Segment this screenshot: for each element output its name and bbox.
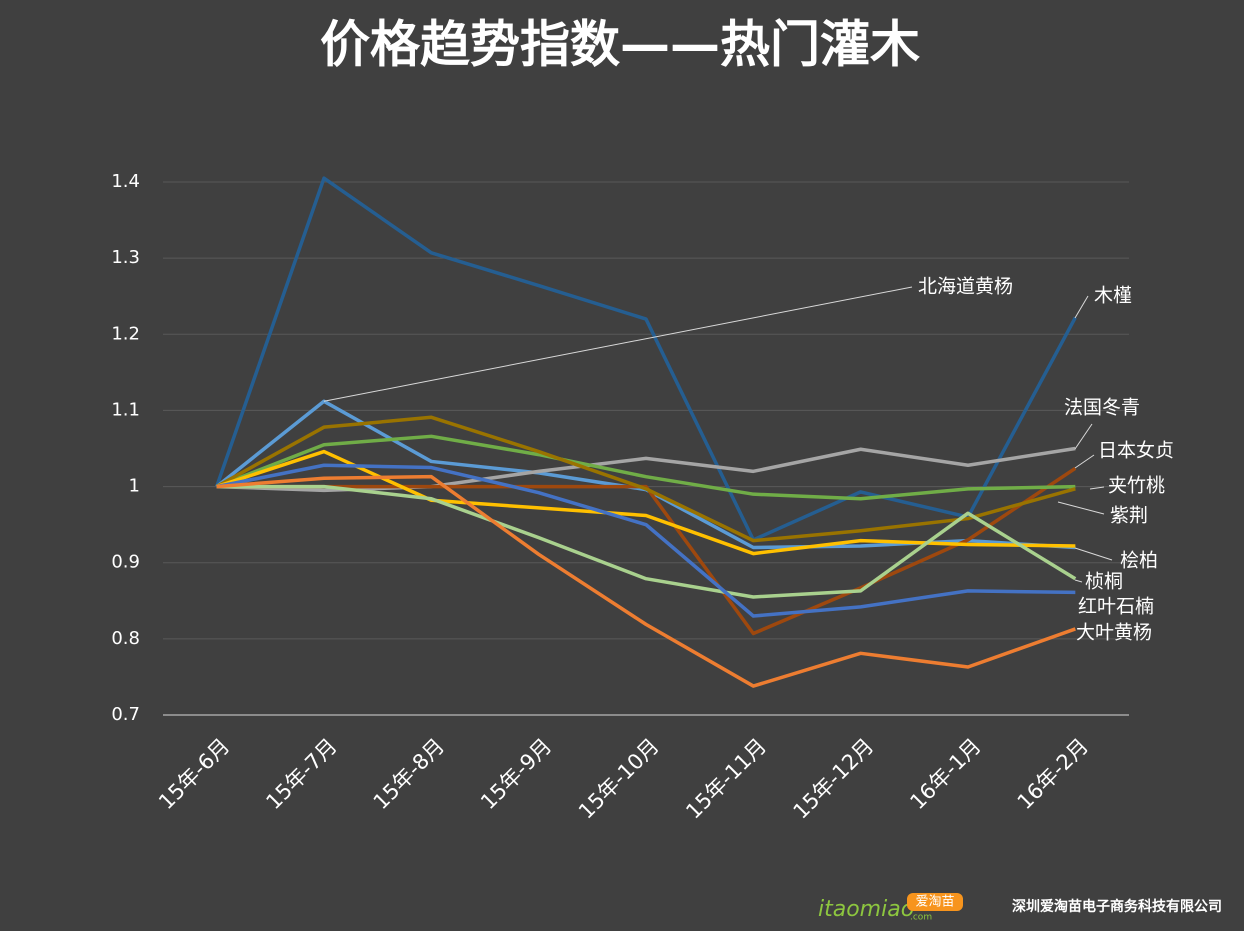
badge-bg (907, 893, 963, 911)
series-line (216, 463, 1076, 618)
series-line (215, 176, 1077, 542)
leader-line (1074, 454, 1095, 469)
series-label: 日本女贞 (1098, 440, 1174, 462)
y-tick-label: 1 (129, 476, 140, 497)
series-label: 紫荆 (1110, 505, 1148, 527)
leader-line (1057, 501, 1105, 515)
series-label: 夹竹桃 (1108, 475, 1165, 497)
y-tick-label: 1.4 (111, 171, 140, 192)
y-tick-label: 0.7 (111, 704, 140, 725)
y-tick-label: 1.1 (111, 399, 140, 420)
series-line (215, 415, 1076, 543)
series-line (216, 466, 1077, 636)
chart-title: 价格趋势指数——热门灌木 (320, 16, 920, 74)
logo: itaomiao (818, 897, 914, 922)
series-line (216, 474, 1076, 688)
series-line (216, 434, 1076, 501)
series-line (216, 484, 1077, 599)
leader-line (1074, 423, 1093, 450)
series-label: 红叶石楠 (1078, 596, 1154, 618)
y-tick-label: 0.9 (111, 552, 140, 573)
footer: itaomiao .com 爱淘苗 深圳爱淘苗电子商务科技有限公司 (818, 893, 1222, 923)
series-label: 桢桐 (1085, 571, 1123, 593)
leader-line (1074, 547, 1113, 561)
leader-line (323, 286, 913, 402)
series-label: 大叶黄杨 (1076, 622, 1152, 644)
series-label: 北海道黄杨 (918, 276, 1013, 298)
y-tick-label: 0.8 (111, 628, 140, 649)
series-line (216, 449, 1076, 556)
leader-line (1074, 295, 1089, 319)
leader-line (1074, 579, 1083, 583)
y-tick-label: 1.3 (111, 247, 140, 268)
series-label: 木槿 (1094, 285, 1132, 307)
badge: 爱淘苗 (915, 895, 954, 910)
leader-line (1089, 486, 1105, 490)
series-label: 法国冬青 (1064, 397, 1140, 419)
series-label: 桧柏 (1120, 550, 1158, 572)
logo-domain: .com (910, 913, 932, 923)
y-tick-label: 1.2 (111, 323, 140, 344)
company: 深圳爱淘苗电子商务科技有限公司 (1012, 898, 1222, 915)
